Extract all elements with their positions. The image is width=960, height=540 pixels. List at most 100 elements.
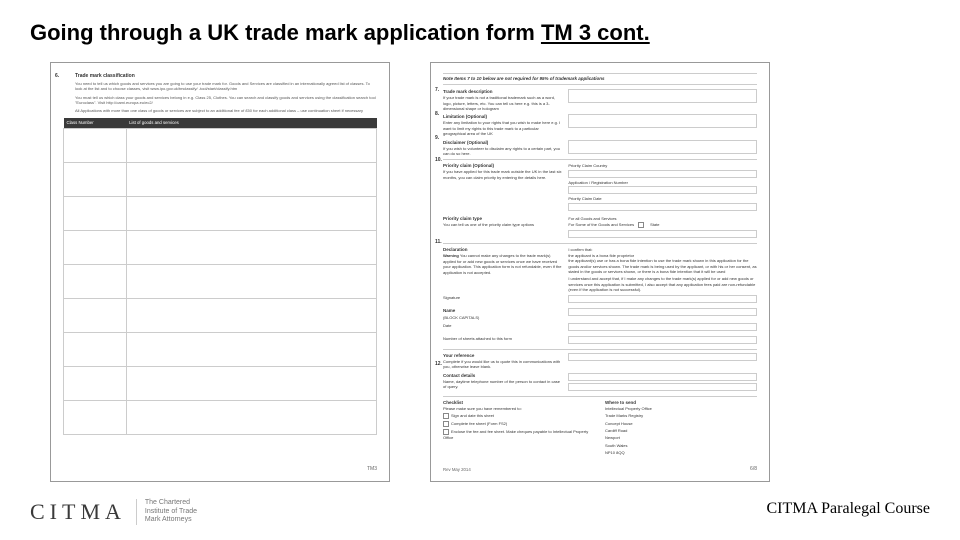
- section-6-head: Trade mark classification: [75, 73, 377, 80]
- section-9-number: 9.: [435, 135, 439, 142]
- s11-name-hint: (BLOCK CAPITALS): [443, 315, 479, 320]
- s11-c2: the applicant(s) use or has a bona fide …: [568, 258, 757, 274]
- addr4: Cardiff Road: [605, 428, 757, 433]
- s12-contact-row: Contact detailsName, daytime telephone n…: [443, 373, 757, 393]
- table-row: [64, 128, 377, 162]
- s9-body: If you wish to volunteer to disclaim any…: [443, 146, 560, 156]
- s10-state: State: [650, 222, 659, 227]
- addr3: Concept House: [605, 421, 757, 426]
- page-right-footer-left: Rev May 2014: [443, 467, 471, 473]
- s10-type-head: Priority claim type: [443, 216, 482, 221]
- s10-f1-label: Priority Claim Country: [568, 163, 757, 168]
- section-8: Limitation (Optional)Enter any limitatio…: [443, 114, 757, 136]
- section-6-body3: All Applications with more than one clas…: [75, 108, 377, 113]
- s11-sig-input: [568, 295, 757, 303]
- divider: [443, 349, 757, 350]
- page-right-footer-right: 6/8: [750, 466, 757, 473]
- addr1: Intellectual Property Office: [605, 406, 757, 411]
- s11-warn-h: Warning: [443, 253, 459, 258]
- s11-name-label: Name: [443, 308, 455, 313]
- s11-head: Declaration: [443, 247, 468, 252]
- s10-f3-input: [568, 203, 757, 211]
- section-6-number: 6.: [55, 73, 59, 80]
- s11-sig-label: Signature: [443, 295, 562, 305]
- s10-f3-label: Priority Claim Date: [568, 196, 757, 201]
- section-10-type: Priority claim typeYou can tell us one o…: [443, 216, 757, 241]
- course-label: CITMA Paralegal Course: [766, 500, 930, 518]
- s10-type-body: You can tell us one of the priority clai…: [443, 222, 534, 227]
- s12-contact-input1: [568, 373, 757, 381]
- table-row: [64, 196, 377, 230]
- s11-sheets-label: Number of sheets attached to this form: [443, 336, 562, 346]
- col-class-number: Class Number: [64, 118, 127, 128]
- section-10: Priority claim (Optional)If you have app…: [443, 163, 757, 212]
- chk3: Enclose the fee and fee sheet. Make cheq…: [443, 429, 595, 440]
- section-8-number: 8.: [435, 111, 439, 118]
- s12-ref-input: [568, 353, 757, 361]
- slide: Going through a UK trade mark applicatio…: [0, 0, 960, 540]
- s7-head: Trade mark description: [443, 89, 493, 94]
- s10-checkbox: [638, 222, 644, 228]
- form-page-right: Note Items 7 to 10 below are not require…: [430, 62, 770, 482]
- s12-contact-input2: [568, 383, 757, 391]
- section-7-number: 7.: [435, 87, 439, 94]
- s12-contact-head: Contact details: [443, 373, 475, 378]
- note-bar: Note Items 7 to 10 below are not require…: [443, 73, 757, 85]
- logo-sub3: Mark Attorneys: [145, 516, 197, 524]
- logo-area: CITMA The Chartered Institute of Trade M…: [30, 499, 197, 525]
- table-row: [64, 400, 377, 434]
- s11-sheets-input: [568, 336, 757, 344]
- s11-sheets-row: Number of sheets attached to this form: [443, 336, 757, 346]
- section-11: Declaration Warning You cannot make any …: [443, 247, 757, 292]
- s8-input: [568, 114, 757, 128]
- section-12-number: 12.: [435, 361, 442, 368]
- chk2: Complete fee sheet (Form FS2): [443, 421, 595, 427]
- checkbox-icon: [443, 413, 449, 419]
- col-goods-services: List of goods and services: [126, 118, 376, 128]
- s7-input: [568, 89, 757, 103]
- citma-logo-subtitle: The Chartered Institute of Trade Mark At…: [136, 499, 197, 524]
- table-row: [64, 332, 377, 366]
- checkbox-icon: [443, 421, 449, 427]
- section-10-number: 10.: [435, 157, 442, 164]
- s11-c3: I understand and accept that, if I make …: [568, 276, 757, 292]
- s10-f2-label: Application / Registration Number: [568, 180, 757, 185]
- table-row: [64, 264, 377, 298]
- s9-head: Disclaimer (Optional): [443, 140, 488, 145]
- s10-body: If you have applied for this trade mark …: [443, 169, 562, 179]
- s11-signature-row: Signature: [443, 295, 757, 305]
- chk1: Sign and date this sheet: [443, 413, 595, 419]
- divider: [443, 243, 757, 244]
- s10-opt2: For Some of the Goods and Services: [568, 222, 634, 227]
- s11-date-input: [568, 323, 757, 331]
- s10-state-input: [568, 230, 757, 238]
- table-row: [64, 230, 377, 264]
- addr6: South Wales: [605, 443, 757, 448]
- page-left-footer: TM3: [367, 466, 377, 473]
- s9-input: [568, 140, 757, 154]
- checklist-sub: Please make sure you have remembered to:: [443, 406, 595, 411]
- table-row: [64, 366, 377, 400]
- s12-body: Complete if you would like us to quote t…: [443, 359, 560, 369]
- divider: [443, 159, 757, 160]
- s8-body: Enter any limitation to your rights that…: [443, 120, 560, 136]
- addr5: Newport: [605, 435, 757, 440]
- s10-opt1: For all Goods and Services: [568, 216, 757, 221]
- title-prefix: Going through a UK trade mark applicatio…: [30, 20, 541, 45]
- table-row: [64, 162, 377, 196]
- citma-logo: CITMA: [30, 499, 126, 525]
- addr7: NP10 8QQ: [605, 450, 757, 455]
- section-6-body2: You must tell us which class your goods …: [75, 95, 377, 106]
- page-thumbnails: 6. Trade mark classification You need to…: [50, 62, 770, 482]
- section-11-number: 11.: [435, 239, 442, 246]
- s8-head: Limitation (Optional): [443, 114, 487, 119]
- s10-f1-input: [568, 170, 757, 178]
- classification-table: Class Number List of goods and services: [63, 118, 377, 435]
- checklist-col: Checklist Please make sure you have reme…: [443, 400, 595, 458]
- address-col: Where to send Intellectual Property Offi…: [605, 400, 757, 458]
- s12-head: Your reference: [443, 353, 474, 358]
- logo-sub1: The Chartered: [145, 499, 197, 507]
- s10-f2-input: [568, 186, 757, 194]
- title-underlined: TM 3 cont.: [541, 20, 650, 45]
- s7-body: If your trade mark is not a traditional …: [443, 95, 555, 111]
